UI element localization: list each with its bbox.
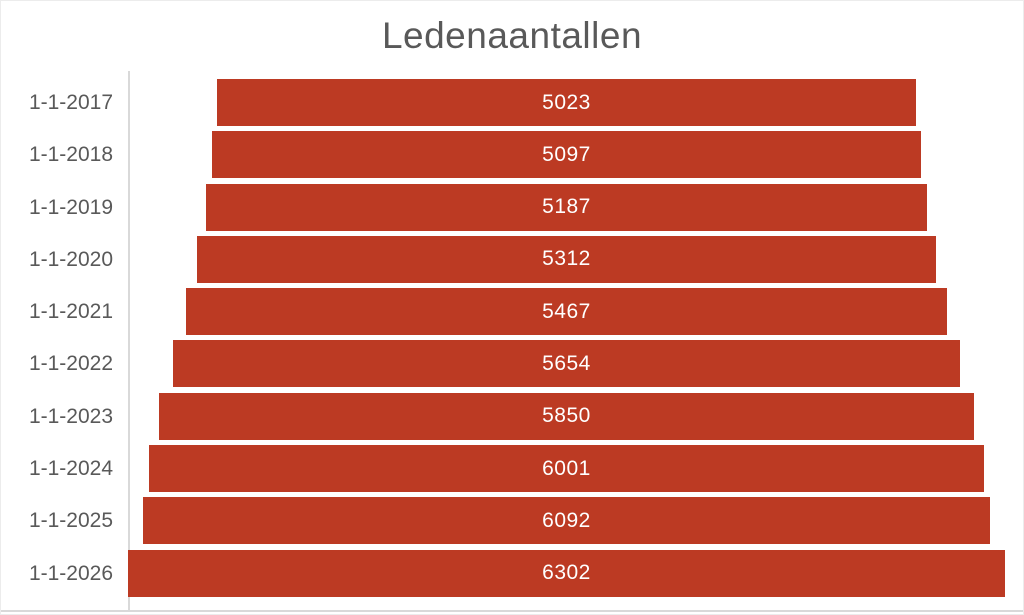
- funnel-row: 1-1-2023 5850: [1, 392, 1023, 445]
- plot-cell: 5850: [128, 392, 1005, 440]
- plot-cell: 5023: [128, 79, 1005, 126]
- chart-bottom-border-line: [1, 610, 1023, 612]
- funnel-row: 1-1-2019 5187: [1, 183, 1023, 236]
- funnel-bar: 5467: [186, 288, 947, 336]
- plot-cell: 6092: [128, 497, 1005, 545]
- plot-cell: 5654: [128, 340, 1005, 388]
- funnel-row: 1-1-2022 5654: [1, 340, 1023, 392]
- funnel-row: 1-1-2017 5023: [1, 79, 1023, 131]
- value-label: 6302: [542, 561, 591, 585]
- chart-title: Ledenaantallen: [381, 15, 643, 56]
- value-label: 6092: [542, 508, 591, 532]
- category-label: 1-1-2020: [28, 247, 113, 271]
- funnel-bar: 5850: [159, 392, 974, 440]
- plot-cell: 5312: [128, 235, 1005, 283]
- plot-cell: 5467: [128, 288, 1005, 336]
- funnel-bar: 6092: [142, 497, 991, 545]
- plot-cell: 6302: [128, 549, 1005, 597]
- category-label: 1-1-2017: [28, 91, 113, 114]
- value-label: 5097: [542, 142, 591, 166]
- value-label: 5187: [542, 195, 591, 219]
- value-label: 5850: [542, 404, 591, 428]
- funnel-bar: 5187: [205, 183, 928, 231]
- category-axis-line: [128, 71, 130, 611]
- funnel-bar: 5097: [211, 131, 922, 179]
- funnel-row: 1-1-2025 6092: [1, 497, 1023, 549]
- category-label: 1-1-2021: [28, 300, 113, 324]
- category-label: 1-1-2019: [28, 195, 113, 219]
- funnel-row: 1-1-2021 5467: [1, 288, 1023, 340]
- value-label: 5467: [542, 299, 591, 323]
- plot-cell: 5187: [128, 183, 1005, 231]
- funnel-bar: 6001: [148, 445, 985, 493]
- funnel-row: 1-1-2024 6001: [1, 445, 1023, 497]
- funnel-row: 1-1-2018 5097: [1, 131, 1023, 183]
- category-label: 1-1-2018: [28, 143, 113, 167]
- funnel-bar: 5023: [217, 79, 916, 126]
- plot-area: 1-1-2017 5023 1-1-2018 5097 1-1-2019 5187 1-1-…: [1, 79, 1023, 602]
- funnel-bar: 5312: [196, 235, 937, 283]
- value-label: 6001: [542, 456, 591, 480]
- category-label: 1-1-2022: [28, 352, 113, 376]
- funnel-bar: 6302: [128, 549, 1005, 597]
- category-label: 1-1-2025: [28, 509, 113, 533]
- category-label: 1-1-2024: [28, 457, 113, 481]
- funnel-row: 1-1-2020 5312: [1, 235, 1023, 288]
- funnel-row: 1-1-2026 6302: [1, 549, 1023, 602]
- plot-cell: 5097: [128, 131, 1005, 179]
- category-label: 1-1-2026: [28, 561, 113, 585]
- plot-cell: 6001: [128, 445, 1005, 493]
- funnel-bar: 5654: [173, 340, 960, 388]
- value-label: 5312: [542, 247, 591, 271]
- value-label: 5023: [542, 90, 591, 114]
- value-label: 5654: [542, 351, 591, 375]
- category-label: 1-1-2023: [28, 404, 113, 428]
